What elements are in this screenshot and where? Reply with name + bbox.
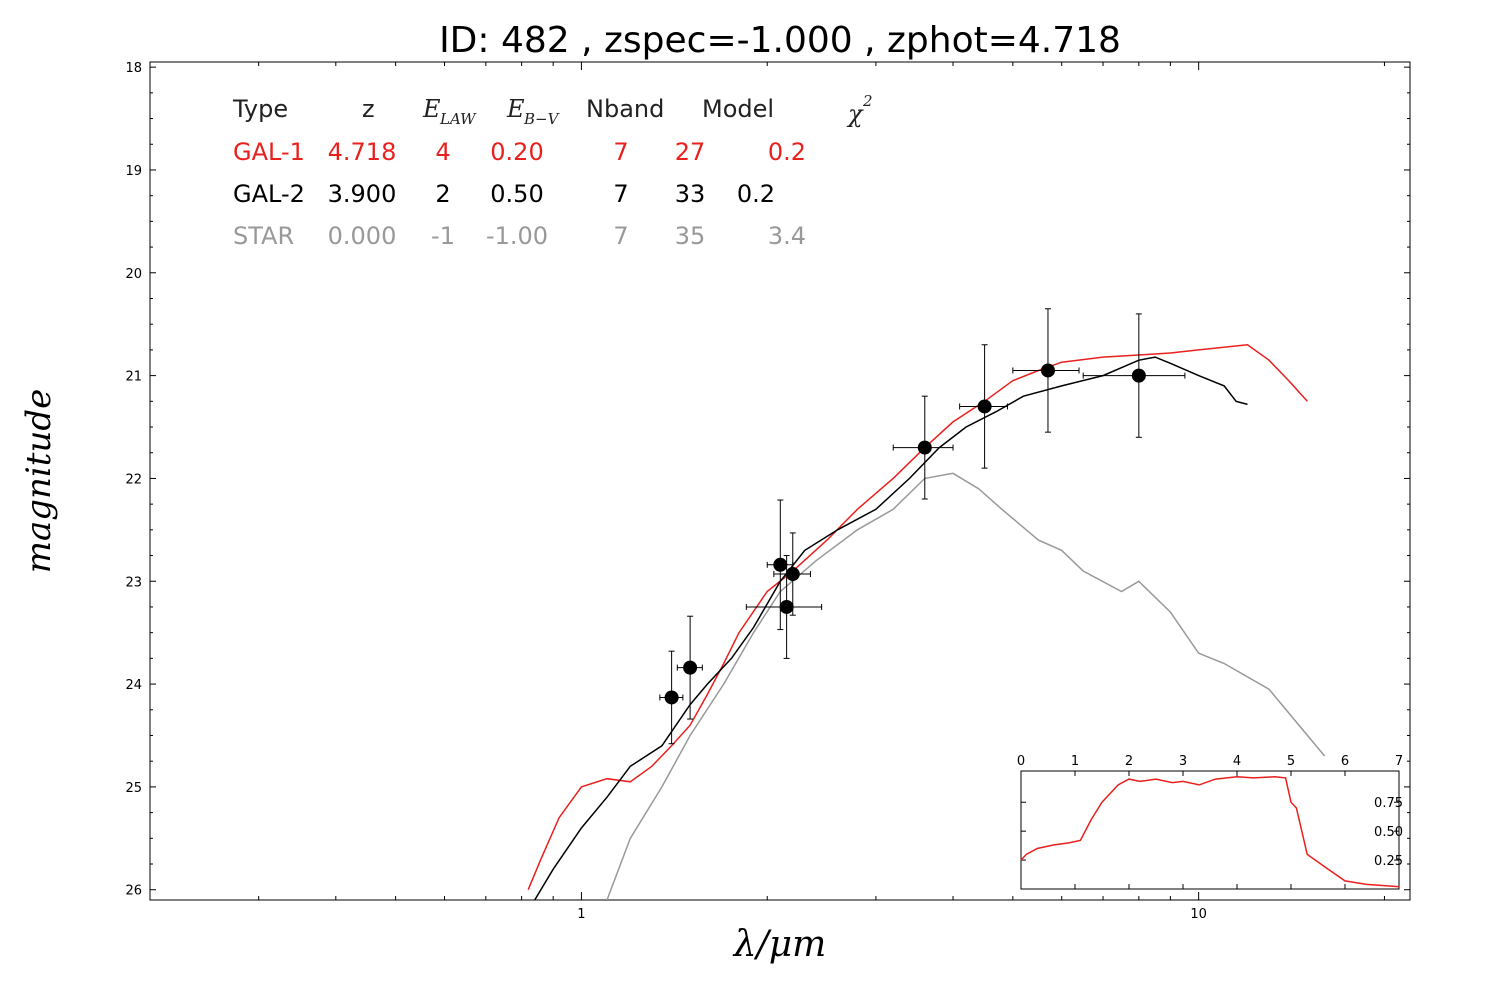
x-tick-label: 1	[577, 907, 585, 922]
table-cell-chi2: 0.2	[737, 180, 775, 208]
y-tick-label: 21	[125, 370, 142, 385]
photometry-point	[1040, 363, 1055, 378]
inset-x-tick-label: 6	[1341, 754, 1349, 769]
table-cell-e_bv: -1.00	[486, 222, 548, 250]
table-cell-model: 27	[675, 138, 706, 166]
table-header-z: z	[362, 95, 375, 123]
inset-frame	[1020, 770, 1400, 890]
table-cell-z: 3.900	[328, 180, 397, 208]
y-tick-label: 25	[125, 781, 142, 796]
table-cell-chi2: 0.2	[768, 138, 806, 166]
photometry-point	[1131, 368, 1146, 383]
series-line-star	[606, 472, 1326, 900]
series-line-gal-2	[534, 356, 1248, 900]
y-tick-label: 18	[125, 61, 142, 76]
table-header-model: Model	[702, 95, 774, 123]
inset-ticks: 0 1 2 3 4 5 6 7 0.25 0.50 0.75	[1017, 754, 1403, 889]
inset-x-tick-label: 1	[1071, 754, 1079, 769]
x-tick-label: 10	[1190, 907, 1207, 922]
filter-inset: 0 1 2 3 4 5 6 7 0.25 0.50 0.75	[1017, 754, 1403, 890]
table-cell-model: 35	[675, 222, 706, 250]
inset-x-tick-label: 7	[1395, 754, 1403, 769]
photometry-points	[659, 308, 1186, 745]
table-cell-type: GAL-1	[233, 138, 305, 166]
y-tick-label: 22	[125, 472, 142, 487]
fit-table: Type z E LAW E B−V Nband Model χ 2 GAL-1…	[232, 92, 873, 250]
x-axis-ticks: 1 10	[149, 62, 1385, 922]
inset-x-tick-label: 4	[1233, 754, 1241, 769]
table-header-nband: Nband	[586, 95, 664, 123]
table-header-elaw: E	[422, 95, 441, 123]
photometry-point	[779, 599, 794, 614]
photometry-point	[773, 557, 788, 572]
photometry-point	[785, 567, 800, 582]
inset-y-tick-label: 0.25	[1374, 854, 1403, 869]
table-cell-z: 0.000	[328, 222, 397, 250]
table-cell-model: 33	[675, 180, 706, 208]
table-header-elaw-sub: LAW	[439, 110, 477, 128]
series-line-gal-1	[527, 344, 1308, 890]
inset-line	[1020, 776, 1400, 888]
table-cell-nband: 7	[613, 138, 628, 166]
inset-x-tick-label: 3	[1179, 754, 1187, 769]
table-header-type: Type	[232, 95, 288, 123]
table-cell-type: GAL-2	[233, 180, 305, 208]
table-cell-e_bv: 0.50	[490, 180, 543, 208]
model-spectra	[527, 344, 1326, 900]
inset-x-tick-label: 2	[1125, 754, 1133, 769]
table-cell-e_bv: 0.20	[490, 138, 543, 166]
table-cell-e_law: -1	[431, 222, 455, 250]
table-header-ebv-sub: B−V	[523, 110, 561, 128]
inset-x-tick-label: 5	[1287, 754, 1295, 769]
table-header-chi2: χ	[846, 100, 864, 128]
plot-frame	[149, 61, 1411, 901]
y-tick-label: 20	[125, 267, 142, 282]
inset-y-tick-label: 0.75	[1374, 796, 1403, 811]
inset-curve	[1020, 776, 1400, 888]
y-tick-label: 24	[125, 678, 142, 693]
photometry-point	[917, 440, 932, 455]
inset-y-tick-label: 0.50	[1374, 825, 1403, 840]
y-tick-label: 26	[125, 884, 142, 899]
chart-title: ID: 482 , zspec=-1.000 , zphot=4.718	[439, 20, 1121, 61]
table-header-chi2-sup: 2	[862, 92, 873, 110]
table-cell-nband: 7	[613, 222, 628, 250]
table-cell-nband: 7	[613, 180, 628, 208]
photometry-point	[977, 399, 992, 414]
x-axis-label: λ/μm	[732, 924, 826, 965]
table-cell-type: STAR	[233, 222, 294, 250]
table-cell-e_law: 4	[435, 138, 450, 166]
photometry-point	[664, 690, 679, 705]
table-cell-e_law: 2	[435, 180, 450, 208]
y-axis-label: magnitude	[19, 389, 59, 574]
y-tick-label: 19	[125, 164, 142, 179]
table-header-ebv: E	[506, 95, 525, 123]
table-cell-z: 4.718	[328, 138, 397, 166]
table-rows: GAL-1 4.718 4 0.20 7 27 0.2 GAL-2 3.900 2 0.50 7 33 0…	[233, 138, 806, 250]
y-tick-label: 23	[125, 575, 142, 590]
photometry-point	[683, 660, 698, 675]
inset-x-tick-label: 0	[1017, 754, 1025, 769]
table-cell-chi2: 3.4	[768, 222, 806, 250]
